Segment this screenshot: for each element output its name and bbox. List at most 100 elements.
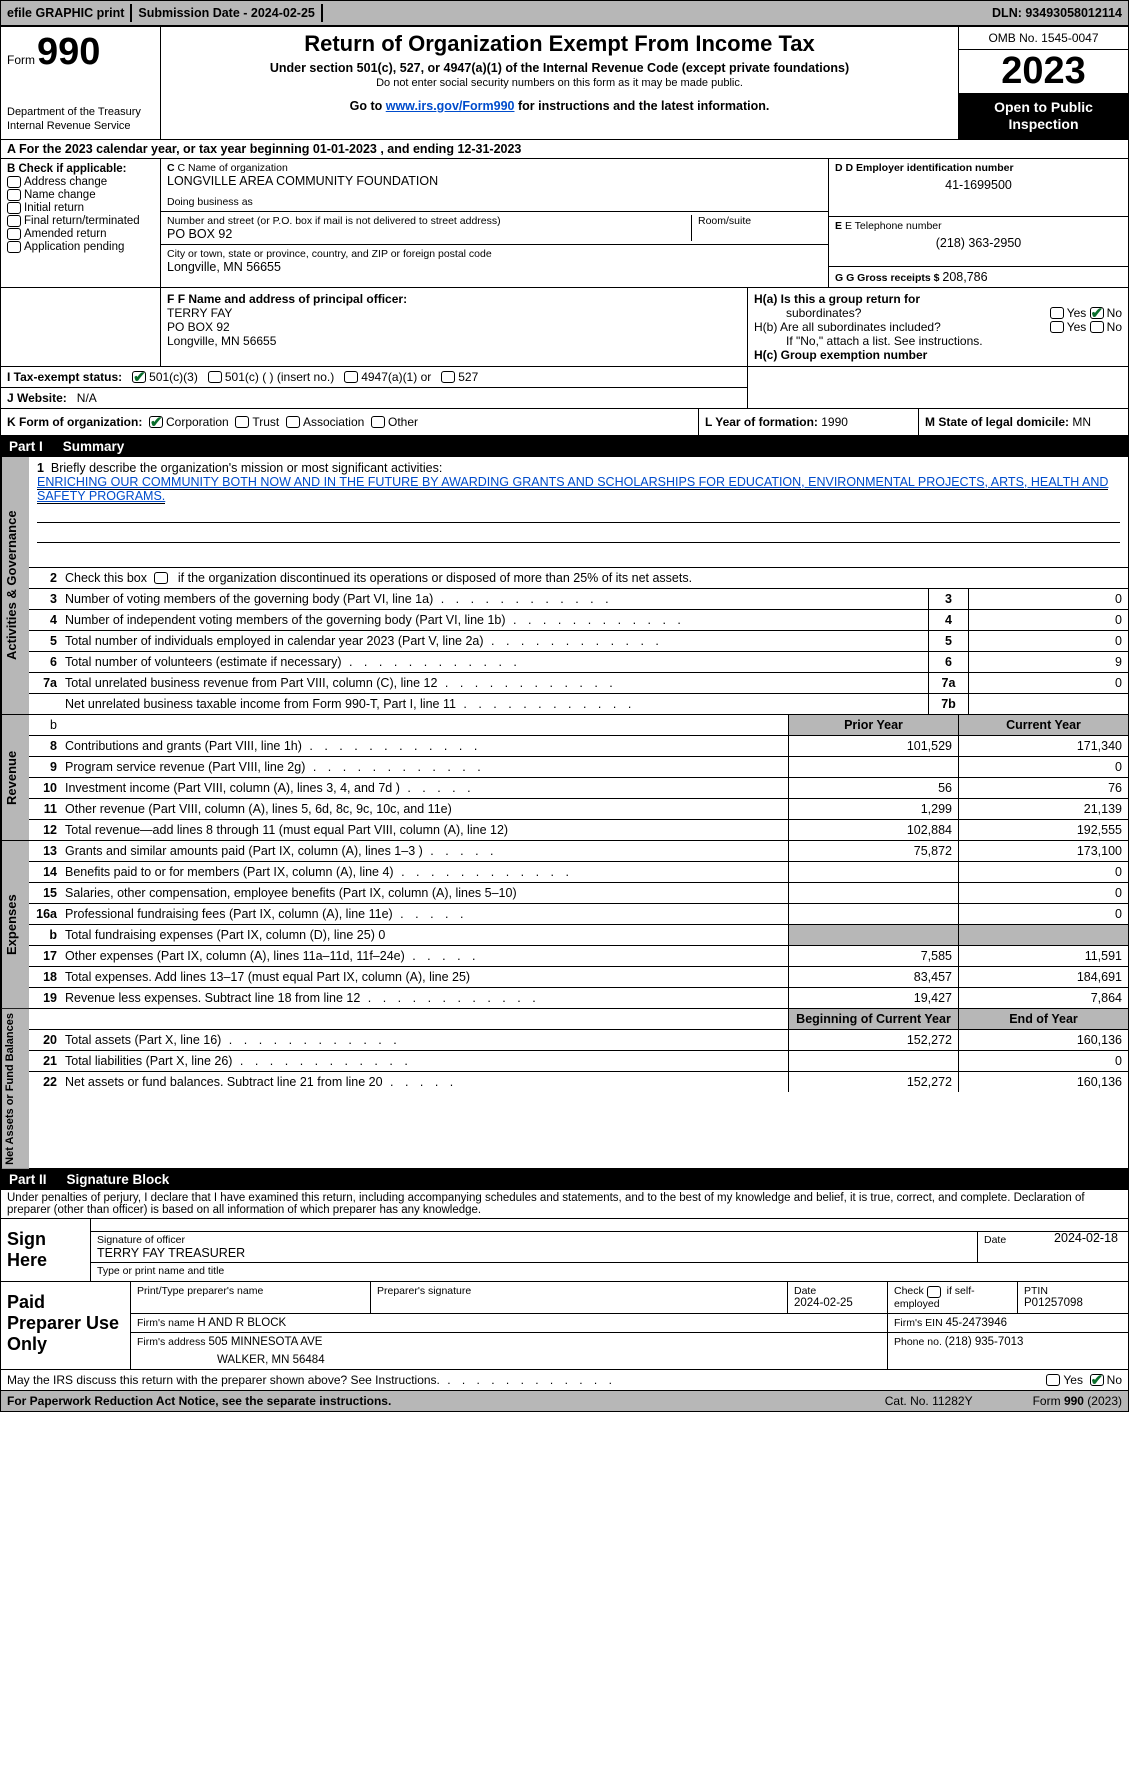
org-info-block: B Check if applicable: Address change Na…: [1, 159, 1128, 288]
form-footer: Form 990 (2023): [1033, 1394, 1122, 1408]
klm-row: K Form of organization: Corporation Trus…: [1, 409, 1128, 436]
l13: Grants and similar amounts paid (Part IX…: [61, 841, 788, 861]
cb-app-pending[interactable]: Application pending: [7, 241, 154, 253]
l16a: Professional fundraising fees (Part IX, …: [61, 904, 788, 924]
c15: 0: [958, 883, 1128, 903]
p15: [788, 883, 958, 903]
c12: 192,555: [958, 820, 1128, 840]
discuss-label: May the IRS discuss this return with the…: [7, 1373, 616, 1387]
l8: Contributions and grants (Part VIII, lin…: [61, 736, 788, 756]
sidetab-na: Net Assets or Fund Balances: [1, 1009, 29, 1169]
ha-sub: subordinates?: [754, 306, 1050, 320]
dln: DLN: 93493058012114: [992, 6, 1122, 20]
cb-501c3[interactable]: 501(c)(3): [132, 370, 198, 384]
l10: Investment income (Part VIII, column (A)…: [61, 778, 788, 798]
sect-expenses: Expenses 13Grants and similar amounts pa…: [1, 841, 1128, 1009]
k-label: K Form of organization:: [7, 415, 142, 429]
perjury-declaration: Under penalties of perjury, I declare th…: [1, 1190, 1128, 1219]
i-label: I Tax-exempt status:: [7, 370, 122, 384]
cb-assoc[interactable]: [286, 416, 300, 428]
hb-yes-cb[interactable]: [1050, 321, 1064, 333]
website: N/A: [77, 391, 97, 405]
l3: Number of voting members of the governin…: [61, 589, 928, 609]
p16a: [788, 904, 958, 924]
p21: [788, 1051, 958, 1071]
state-domicile: MN: [1072, 415, 1091, 429]
c10: 76: [958, 778, 1128, 798]
prep-date: 2024-02-25: [794, 1297, 881, 1309]
irs-label: Internal Revenue Service: [7, 120, 154, 132]
phone-label: E E Telephone number: [835, 220, 1122, 232]
room-label: Room/suite: [698, 215, 822, 227]
c21: 0: [958, 1051, 1128, 1071]
c22: 160,136: [958, 1072, 1128, 1092]
sidetab-exp: Expenses: [1, 841, 29, 1008]
v6: 9: [968, 652, 1128, 672]
hdr-beg: Beginning of Current Year: [788, 1009, 958, 1029]
sidetab-rev: Revenue: [1, 715, 29, 840]
ha-yes-cb[interactable]: [1050, 307, 1064, 319]
cb-501c[interactable]: 501(c) ( ) (insert no.): [208, 370, 334, 384]
ptp-sig-lbl: Preparer's signature: [377, 1285, 781, 1297]
cb-4947[interactable]: 4947(a)(1) or: [344, 370, 431, 384]
discuss-no-cb[interactable]: [1090, 1374, 1104, 1386]
l15: Salaries, other compensation, employee b…: [61, 883, 788, 903]
l7a: Total unrelated business revenue from Pa…: [61, 673, 928, 693]
cb-trust[interactable]: [235, 416, 249, 428]
v3: 0: [968, 589, 1128, 609]
discuss-yes-cb[interactable]: [1046, 1374, 1060, 1386]
name-title-lbl: Type or print name and title: [97, 1265, 1122, 1277]
officer-street: PO BOX 92: [167, 320, 741, 334]
street: PO BOX 92: [167, 227, 691, 241]
cb-name-change[interactable]: Name change: [7, 189, 154, 201]
page-footer: For Paperwork Reduction Act Notice, see …: [0, 1391, 1129, 1412]
cb-final-return[interactable]: Final return/terminated: [7, 215, 154, 227]
firm-name: H AND R BLOCK: [197, 1317, 286, 1329]
cb-self-emp[interactable]: [927, 1286, 941, 1298]
mission-text: ENRICHING OUR COMMUNITY BOTH NOW AND IN …: [37, 475, 1108, 504]
firm-ein-lbl: Firm's EIN: [894, 1317, 946, 1329]
dept-treasury: Department of the Treasury: [7, 106, 154, 118]
cb-corp[interactable]: [149, 416, 163, 428]
cb-address-change[interactable]: Address change: [7, 176, 154, 188]
hdr-curr: Current Year: [958, 715, 1128, 735]
l16b: Total fundraising expenses (Part IX, col…: [61, 925, 788, 945]
p20: 152,272: [788, 1030, 958, 1050]
city-label: City or town, state or province, country…: [167, 248, 822, 260]
b-label: B Check if applicable:: [7, 163, 154, 175]
sig-date: 2024-02-18: [1054, 1231, 1118, 1245]
street-label: Number and street (or P.O. box if mail i…: [167, 215, 691, 227]
cb-other[interactable]: [371, 416, 385, 428]
dba-label: Doing business as: [167, 196, 822, 208]
ssn-note: Do not enter social security numbers on …: [169, 77, 950, 89]
c8: 171,340: [958, 736, 1128, 756]
officer-group-block: F F Name and address of principal office…: [1, 288, 1128, 367]
cb-initial-return[interactable]: Initial return: [7, 202, 154, 214]
hb-no-cb[interactable]: [1090, 321, 1104, 333]
ein: 41-1699500: [835, 178, 1122, 192]
cb-amended[interactable]: Amended return: [7, 228, 154, 240]
firm-phone: (218) 935-7013: [945, 1336, 1024, 1348]
sect-net-assets: Net Assets or Fund Balances Beginning of…: [1, 1009, 1128, 1170]
l19: Revenue less expenses. Subtract line 18 …: [61, 988, 788, 1008]
c13: 173,100: [958, 841, 1128, 861]
sect-activities-governance: Activities & Governance 1 Briefly descri…: [1, 457, 1128, 715]
omb-number: OMB No. 1545-0047: [959, 27, 1128, 50]
form-title: Return of Organization Exempt From Incom…: [169, 31, 950, 57]
ptin: P01257098: [1024, 1297, 1122, 1309]
ha-no-cb[interactable]: [1090, 307, 1104, 319]
p9: [788, 757, 958, 777]
cb-527[interactable]: 527: [441, 370, 478, 384]
city: Longville, MN 56655: [167, 260, 822, 274]
firm-phone-lbl: Phone no.: [894, 1336, 945, 1348]
sect-revenue: Revenue b Prior Year Current Year 8Contr…: [1, 715, 1128, 841]
tax-year: 2023: [959, 50, 1128, 93]
ha-label: H(a) Is this a group return for: [754, 292, 1122, 306]
sign-here-label: Sign Here: [1, 1219, 91, 1281]
org-name-label: C C Name of organization: [167, 162, 822, 174]
gross-label: G G Gross receipts $: [835, 272, 942, 284]
cb-discontinued[interactable]: [154, 572, 168, 584]
form-header: Form 990 Department of the Treasury Inte…: [1, 27, 1128, 140]
irs-link[interactable]: www.irs.gov/Form990: [386, 99, 515, 113]
l9: Program service revenue (Part VIII, line…: [61, 757, 788, 777]
